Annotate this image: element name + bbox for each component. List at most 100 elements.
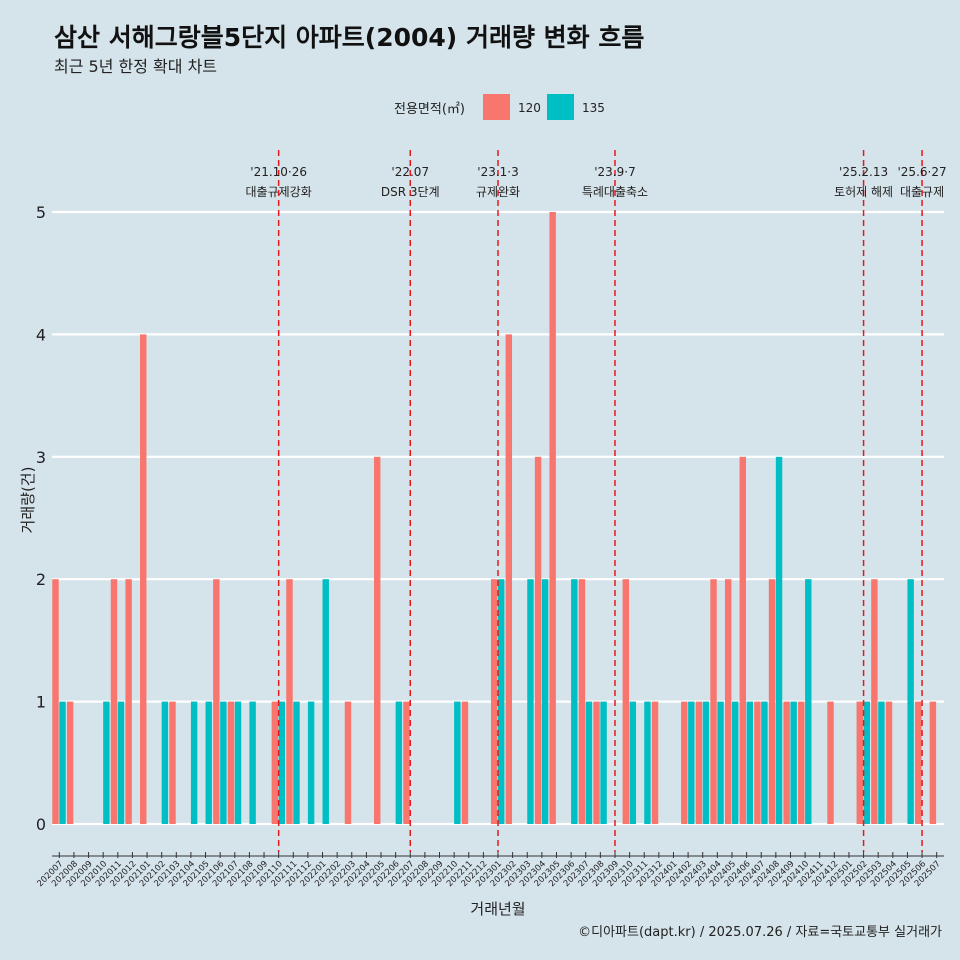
y-tick-label: 2	[36, 570, 46, 589]
bar-135-202104	[190, 701, 198, 824]
bar-120-202302	[505, 334, 513, 824]
event-label: 규제완화	[476, 185, 520, 199]
bar-135-202303	[527, 579, 534, 824]
bar-135-202210	[454, 701, 461, 824]
bar-120-202203	[344, 701, 352, 824]
bar-135-202105	[205, 701, 212, 824]
bar-120-202404	[710, 579, 717, 824]
bar-135-202106	[220, 701, 227, 824]
bar-120-202504	[885, 701, 893, 824]
bar-135-202301	[498, 579, 505, 824]
bar-120-202412	[827, 701, 834, 824]
x-axis: 2020072020082020092020102020112020122021…	[35, 852, 944, 889]
bar-120-202008	[66, 701, 74, 824]
event-label: 대출규제	[900, 185, 944, 199]
bar-120-202506	[915, 701, 922, 824]
bar-120-202107	[227, 701, 235, 824]
bar-135-202310	[629, 701, 637, 824]
bar-135-202405	[731, 701, 739, 824]
bar-135-202408	[775, 456, 783, 824]
bar-135-202311	[644, 701, 651, 824]
bar-135-202406	[746, 701, 754, 824]
legend-swatch-120	[483, 94, 510, 120]
bar-120-202205	[374, 456, 381, 824]
y-tick-label: 4	[36, 325, 46, 344]
y-tick-label: 0	[36, 815, 46, 834]
bar-135-202404	[717, 701, 724, 824]
bar-135-202007	[59, 701, 66, 824]
bar-135-202307	[585, 701, 593, 824]
bar-135-202308	[600, 701, 607, 824]
bar-120-202312	[651, 701, 659, 824]
bar-135-202108	[249, 701, 256, 824]
bar-135-202409	[790, 701, 797, 824]
bar-120-202402	[681, 701, 688, 824]
bar-135-202112	[307, 701, 315, 824]
bar-120-202110	[271, 701, 279, 824]
bar-120-202310	[622, 579, 630, 824]
bar-135-202402	[688, 701, 695, 824]
bar-135-202502	[863, 701, 870, 824]
event-label: 토허제 해제	[834, 185, 893, 199]
bar-120-202409	[783, 701, 790, 824]
bar-135-202107	[234, 701, 242, 824]
bar-120-202405	[724, 579, 732, 824]
event-date: '23.9·7	[594, 165, 635, 179]
y-axis-title: 거래량(건)	[19, 467, 37, 534]
bar-120-202011	[110, 579, 118, 824]
bar-135-202206	[395, 701, 403, 824]
bar-135-202010	[103, 701, 110, 824]
event-date: '22.07	[391, 165, 429, 179]
bar-120-202507	[929, 701, 937, 824]
bar-120-202502	[856, 701, 863, 824]
bar-120-202012	[125, 579, 132, 824]
bar-120-202406	[739, 456, 746, 824]
legend-label-120: 120	[518, 101, 541, 115]
bar-135-202503	[878, 701, 885, 824]
bar-120-202503	[871, 579, 878, 824]
bar-120-202305	[549, 212, 556, 824]
bar-120-202103	[169, 701, 176, 824]
event-label: 특례대출축소	[582, 185, 648, 199]
bar-135-202407	[761, 701, 768, 824]
event-date: '23.1·3	[477, 165, 518, 179]
bar-135-202403	[702, 701, 710, 824]
caption: ©디아파트(dapt.kr) / 2025.07.26 / 자료=국토교통부 실…	[578, 925, 942, 940]
bar-120-202301	[490, 579, 498, 824]
bar-135-202011	[117, 701, 125, 824]
event-date: '25.2.13	[839, 165, 888, 179]
legend-title: 전용면적(㎡)	[394, 102, 465, 117]
bar-120-202106	[213, 579, 220, 824]
bar-135-202410	[805, 579, 812, 824]
bar-120-202403	[695, 701, 703, 824]
legend-label-135: 135	[582, 101, 605, 115]
bar-120-202007	[52, 579, 59, 824]
bar-120-202308	[593, 701, 600, 824]
legend-swatch-135	[547, 94, 574, 120]
event-date: '21.10·26	[250, 165, 307, 179]
bar-120-202407	[754, 701, 761, 824]
y-tick-label: 1	[36, 693, 46, 712]
bar-135-202304	[541, 579, 549, 824]
bar-135-202306	[571, 579, 578, 824]
bar-120-202207	[403, 701, 410, 824]
y-tick-label: 3	[36, 448, 46, 467]
bar-135-202201	[322, 579, 329, 824]
bar-120-202408	[768, 579, 776, 824]
event-label: DSR 3단계	[381, 185, 440, 199]
bar-135-202111	[293, 701, 300, 824]
bar-120-202101	[140, 334, 147, 824]
chart-title: 삼산 서해그랑블5단지 아파트(2004) 거래량 변화 흐름	[54, 23, 645, 52]
bar-135-202110	[278, 701, 286, 824]
event-date: '25.6·27	[898, 165, 947, 179]
y-tick-label: 5	[36, 203, 46, 222]
bar-120-202111	[286, 579, 293, 824]
bar-120-202304	[534, 456, 542, 824]
bar-120-202307	[578, 579, 586, 824]
bar-120-202211	[461, 701, 469, 824]
bar-135-202505	[907, 579, 914, 824]
event-label: 대출규제강화	[246, 185, 312, 199]
bar-135-202102	[161, 701, 169, 824]
y-axis: 0 1 2 3 4 5	[36, 203, 46, 834]
